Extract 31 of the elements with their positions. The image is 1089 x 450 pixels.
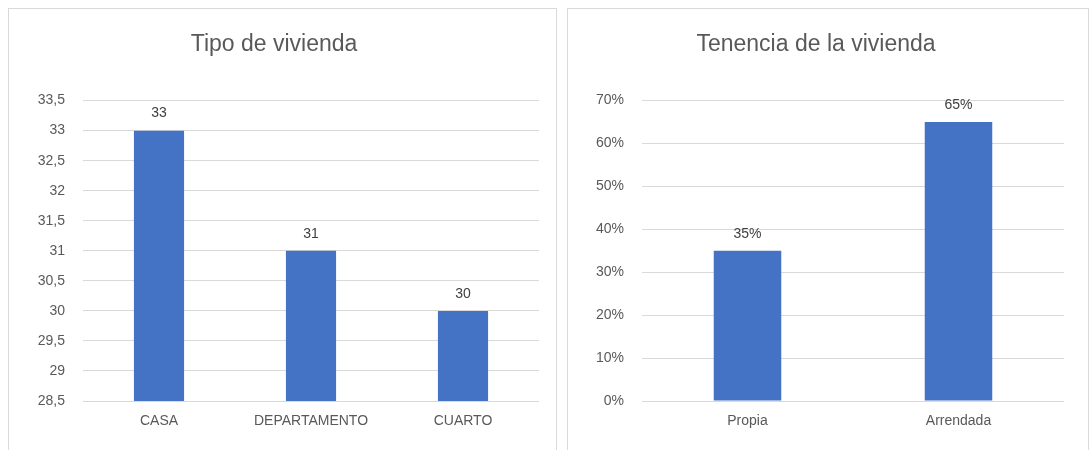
y-tick-label: 29 <box>49 361 66 378</box>
data-label: 33 <box>151 104 167 121</box>
y-tick-label: 31,5 <box>37 211 66 228</box>
data-label: 65% <box>944 95 973 112</box>
y-tick-label: 33,5 <box>37 91 66 108</box>
y-tick-label: 0% <box>603 391 624 408</box>
y-tick-label: 32 <box>49 181 66 198</box>
y-tick-label: 70% <box>595 91 624 108</box>
y-tick-label: 32,5 <box>37 151 66 168</box>
y-tick-label: 40% <box>595 220 624 237</box>
y-tick-label: 20% <box>595 306 624 323</box>
chart-title: Tipo de vivienda <box>190 30 358 57</box>
x-tick-label: DEPARTAMENTO <box>253 412 369 429</box>
y-tick-label: 30% <box>595 263 624 280</box>
x-tick-label: Propia <box>727 412 768 429</box>
x-tick-label: CASA <box>139 412 179 429</box>
y-tick-label: 28,5 <box>37 391 66 408</box>
y-tick-label: 29,5 <box>37 331 66 348</box>
y-tick-label: 33 <box>49 121 66 138</box>
y-tick-label: 30 <box>49 301 66 318</box>
y-tick-label: 60% <box>595 134 624 151</box>
y-tick-label: 50% <box>595 177 624 194</box>
y-tick-label: 31 <box>49 241 66 258</box>
y-tick-label: 30,5 <box>37 271 66 288</box>
y-tick-label: 10% <box>595 348 624 365</box>
chart-title: Tenencia de la vivienda <box>696 30 936 57</box>
x-tick-label: CUARTO <box>433 412 493 429</box>
x-tick-label: Arrendada <box>925 412 992 429</box>
data-label: 35% <box>733 224 762 241</box>
data-label: 31 <box>303 224 319 241</box>
data-label: 30 <box>455 284 471 301</box>
